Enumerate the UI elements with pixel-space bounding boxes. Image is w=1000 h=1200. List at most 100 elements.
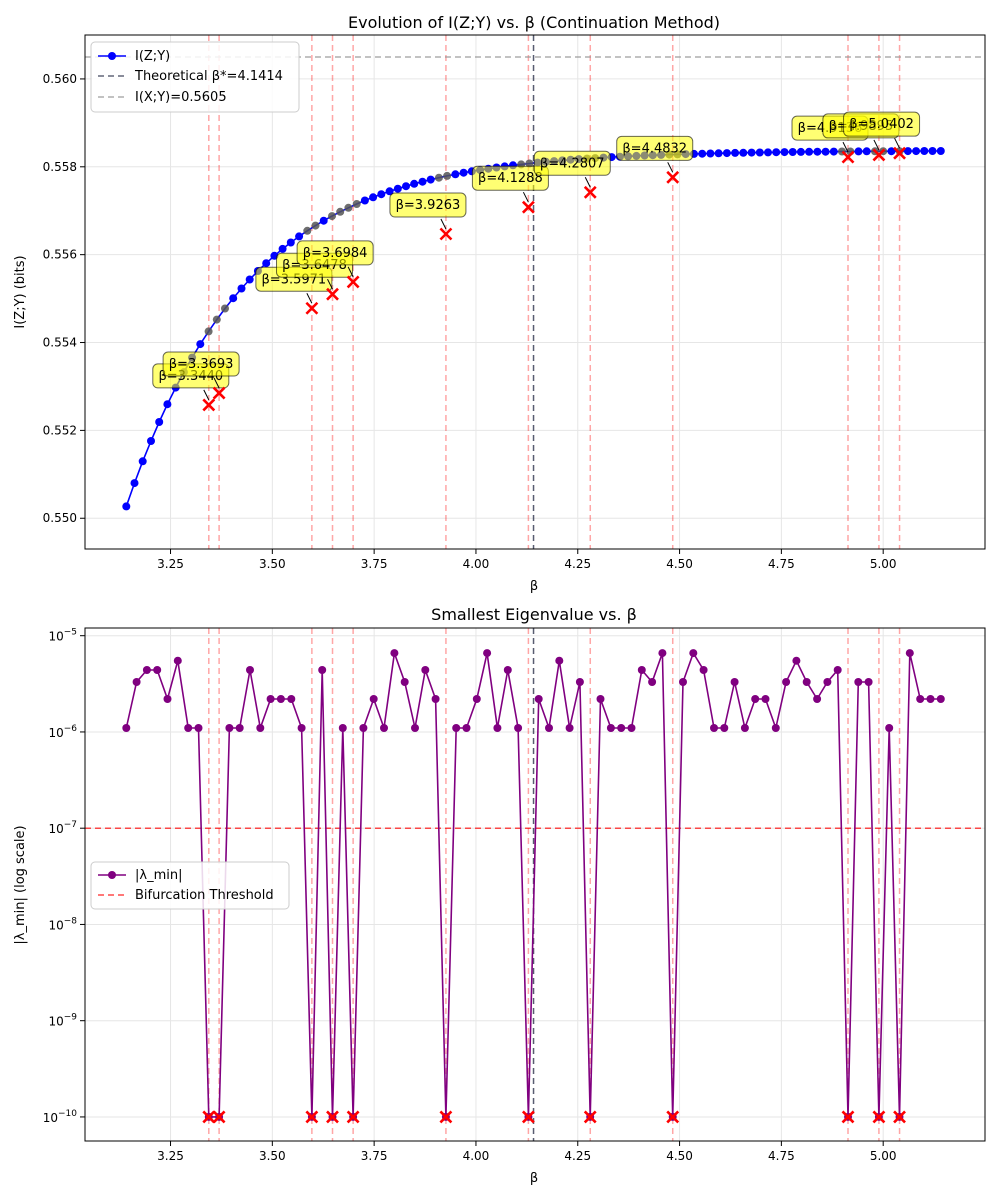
top-y-tick-label: 0.558 (43, 160, 77, 174)
top-data-point (903, 147, 912, 156)
bottom-data-point (802, 678, 811, 686)
top-annotation-box (162, 351, 240, 377)
top-y-ticks: 0.550 0.552 0.554 0.556 0.558 0.560 (43, 72, 85, 525)
top-data-point (122, 502, 131, 511)
bottom-data-point (679, 678, 687, 686)
bottom-data-point (885, 724, 894, 732)
top-annotation-label: β=4.1288 (478, 171, 543, 186)
top-data-point (434, 173, 443, 182)
bottom-data-point (421, 666, 430, 674)
top-annotation-box (471, 165, 549, 191)
top-data-point (887, 147, 896, 156)
top-data-point (821, 147, 830, 156)
bottom-data-point (864, 678, 873, 686)
bottom-data-point (555, 656, 564, 665)
top-data-point (138, 457, 147, 466)
top-data-point (303, 226, 312, 235)
top-x-ticks: 3.25 3.50 3.75 4.00 4.25 4.50 4.75 5.00 (157, 549, 897, 571)
top-annotation-box (616, 135, 694, 161)
top-data-point (731, 148, 740, 157)
bottom-x-tick-label: 4.00 (463, 1149, 490, 1163)
top-chart: Evolution of I(Z;Y) vs. β (Continuation … (13, 13, 986, 594)
bottom-data-point (359, 724, 368, 732)
top-x-tick-label: 4.75 (768, 557, 795, 571)
bottom-data-point (318, 666, 327, 674)
top-bifurcation-marker (893, 146, 906, 160)
top-annotation-arrow (667, 162, 674, 173)
bottom-data-point (514, 724, 523, 732)
bottom-bifurcation-marker (439, 1110, 453, 1124)
top-data-point (204, 327, 213, 336)
bottom-y-tick-label: 10−7 (48, 820, 77, 836)
top-data-point (163, 400, 172, 409)
top-annotation-arrow (347, 266, 354, 278)
bottom-data-point (751, 695, 760, 703)
top-data-point (286, 238, 295, 247)
top-bifurcation-marker (521, 200, 535, 214)
top-y-tick-label: 0.554 (43, 336, 77, 350)
bottom-data-point (740, 724, 749, 732)
top-annotation-label: β=3.3693 (169, 357, 234, 372)
bottom-x-tick-label: 3.25 (157, 1149, 184, 1163)
top-y-tick-label: 0.552 (43, 423, 77, 437)
bottom-data-point (287, 695, 296, 703)
top-annotation-arrow (327, 278, 333, 290)
top-data-point (936, 147, 945, 155)
top-legend-box (90, 41, 300, 113)
bottom-data-point (246, 666, 254, 674)
top-bifurcation-marker (872, 148, 886, 162)
top-data-point (698, 149, 707, 158)
bottom-data-point (411, 724, 419, 732)
top-data-point (920, 147, 929, 155)
legend-label-lambda: |λ_min| (135, 868, 182, 883)
top-annotation-arrow (842, 141, 849, 153)
bottom-data-point (606, 724, 615, 732)
bottom-data-point (730, 678, 739, 686)
top-data-point (805, 147, 814, 156)
top-annotation-arrow (584, 177, 591, 188)
bottom-data-point (534, 695, 543, 703)
top-annotation-arrow (203, 389, 210, 401)
bottom-data-point (369, 695, 378, 703)
bottom-data-point (833, 666, 842, 674)
top-bifurcation-marker (346, 275, 360, 289)
top-legend: I(Z;Y) Theoretical β*=4.1414 I(X;Y)=0.56… (90, 41, 300, 113)
top-bifurcation-marker (326, 287, 339, 301)
top-bifurcation-marker (666, 170, 680, 184)
bottom-data-point (256, 724, 265, 732)
top-annotation-label: β=3.9263 (396, 198, 461, 213)
bottom-x-tick-label: 4.50 (666, 1149, 693, 1163)
top-data-point (229, 294, 238, 303)
bottom-plot-frame (84, 627, 986, 1142)
top-y-tick-label: 0.550 (43, 511, 77, 525)
top-data-point (130, 479, 139, 488)
legend-label-theory: Theoretical β*=4.1414 (134, 69, 283, 84)
bottom-chart-title: Smallest Eigenvalue vs. β (431, 605, 637, 624)
bottom-bifurcation-marker (326, 1110, 339, 1124)
bottom-data-point (627, 724, 636, 732)
top-data-point (319, 216, 328, 225)
top-annotation-label: β=3.6984 (303, 246, 368, 261)
bottom-bifurcation-marker (305, 1110, 319, 1124)
legend-label-ixy: I(X;Y)=0.5605 (135, 90, 227, 105)
top-data-point (237, 284, 246, 293)
top-y-axis-label: I(Z;Y) (bits) (13, 255, 28, 328)
bottom-data-point (699, 666, 708, 674)
top-data-point (155, 418, 164, 426)
bottom-data-point (142, 666, 151, 674)
bottom-data-point (782, 678, 791, 686)
top-plot-frame (84, 34, 986, 550)
bottom-bifurcation-marker (202, 1110, 216, 1124)
bottom-x-tick-label: 5.00 (870, 1149, 897, 1163)
top-data-point (402, 182, 410, 191)
top-annotation-box (389, 192, 467, 218)
bottom-data-point (184, 724, 193, 732)
top-bifurcation-marker (305, 301, 319, 315)
bottom-data-point (338, 724, 347, 732)
top-annotation-label: β=5.0402 (849, 117, 914, 132)
bottom-data-point (400, 678, 409, 686)
bottom-data-point (823, 678, 832, 686)
bottom-x-tick-label: 4.75 (768, 1149, 795, 1163)
top-x-tick-label: 4.50 (666, 557, 693, 571)
